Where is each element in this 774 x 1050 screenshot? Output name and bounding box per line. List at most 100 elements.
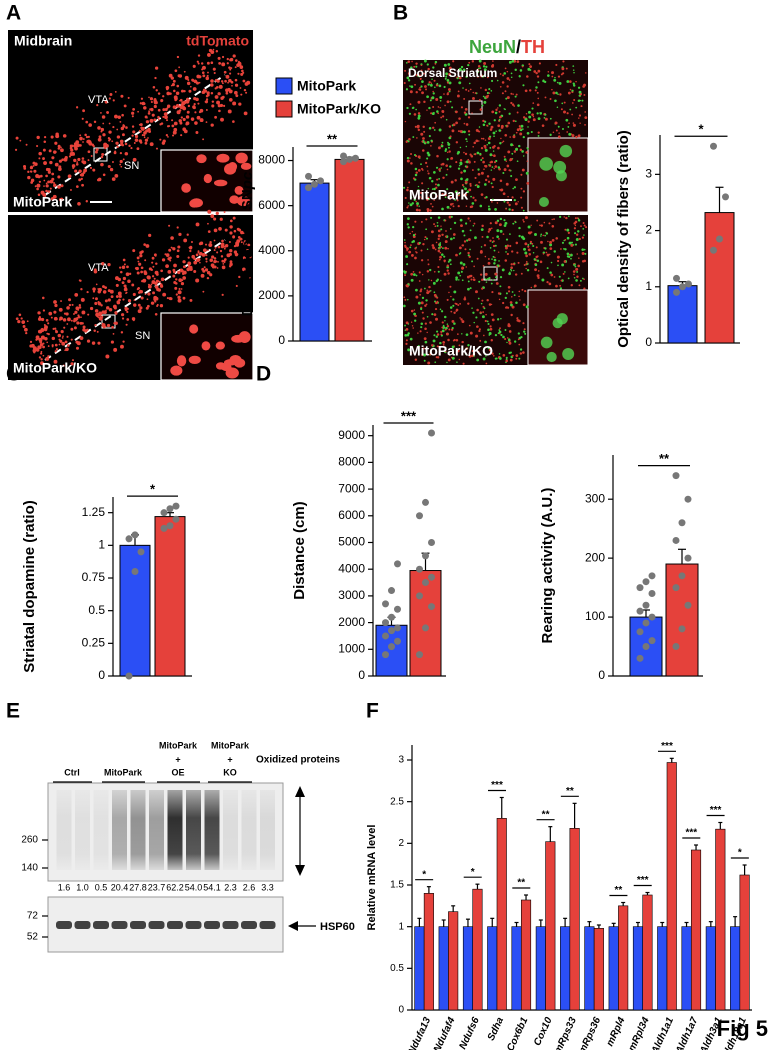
fiber — [478, 280, 481, 283]
cell — [195, 131, 199, 134]
fiber — [480, 87, 482, 89]
fiber — [447, 358, 451, 362]
fiber — [431, 96, 435, 100]
fiber — [498, 237, 500, 240]
cell — [53, 150, 57, 154]
fiber — [467, 158, 470, 161]
y-tick-label: 3 — [645, 167, 652, 181]
cell — [153, 118, 157, 122]
fiber — [537, 270, 540, 272]
cell — [192, 87, 197, 91]
oxidized-lane — [223, 790, 238, 870]
fiber — [433, 187, 436, 191]
fiber — [505, 125, 507, 127]
cell — [37, 329, 42, 334]
cell — [117, 115, 121, 120]
cell — [76, 321, 80, 325]
cell — [213, 257, 217, 260]
fiber — [428, 176, 432, 180]
fiber — [513, 186, 517, 189]
cell — [106, 306, 110, 310]
fiber — [458, 344, 461, 347]
cell — [122, 133, 125, 137]
fiber — [508, 290, 511, 293]
fiber — [553, 250, 556, 253]
cell — [53, 300, 57, 304]
fiber — [480, 302, 483, 305]
fiber — [420, 64, 423, 67]
fiber — [507, 338, 511, 341]
cell — [57, 175, 61, 179]
fiber — [442, 176, 445, 180]
fiber — [527, 120, 530, 123]
fiber — [460, 318, 463, 321]
fiber — [491, 318, 495, 322]
cell — [220, 242, 225, 247]
cell — [228, 89, 233, 94]
data-point — [716, 235, 723, 243]
neuron — [562, 347, 575, 360]
cell — [183, 129, 188, 134]
cell — [186, 81, 191, 86]
cell — [97, 290, 102, 294]
fiber — [434, 86, 436, 89]
fiber — [447, 260, 450, 263]
cell — [20, 317, 23, 320]
fiber — [417, 128, 421, 132]
fiber — [460, 177, 463, 181]
fiber — [440, 253, 444, 256]
cell — [143, 136, 146, 139]
data-point — [678, 519, 686, 527]
cell — [120, 331, 124, 334]
fiber — [440, 225, 442, 227]
data-point — [125, 535, 133, 543]
fiber — [454, 190, 458, 194]
fiber — [492, 354, 495, 357]
cell — [66, 323, 69, 325]
fiber — [419, 307, 423, 311]
cell — [176, 254, 180, 259]
cell — [170, 76, 174, 80]
fiber — [423, 130, 426, 133]
cell — [178, 66, 181, 69]
cell — [43, 161, 48, 165]
fiber — [428, 81, 431, 84]
cell — [155, 89, 158, 92]
fiber — [440, 228, 443, 231]
fiber — [433, 223, 436, 226]
fiber — [482, 305, 485, 308]
cell — [189, 249, 192, 253]
cell — [229, 231, 233, 235]
fiber — [442, 326, 446, 329]
bar — [423, 893, 434, 1011]
fiber — [410, 309, 414, 313]
cell — [246, 248, 249, 252]
fiber — [525, 171, 529, 175]
fiber — [494, 272, 498, 276]
fiber — [464, 296, 466, 299]
fiber — [521, 128, 524, 130]
fiber — [489, 327, 493, 331]
fiber — [479, 311, 482, 314]
cell — [37, 317, 42, 321]
fiber — [484, 272, 488, 276]
cell — [47, 355, 50, 358]
y-axis-label: Relative mRNA level — [366, 825, 378, 931]
fiber — [452, 304, 455, 307]
quantification: 2.3 — [224, 882, 237, 892]
cell — [241, 69, 244, 73]
fiber — [434, 248, 437, 251]
fiber — [476, 68, 479, 71]
fiber — [421, 296, 425, 300]
cell — [218, 84, 223, 89]
fiber — [484, 148, 488, 152]
fiber — [570, 284, 573, 287]
hsp60-band — [185, 921, 202, 929]
data-point — [672, 643, 680, 651]
fiber — [486, 235, 489, 239]
cell — [124, 286, 127, 289]
y-tick-label: 2.5 — [390, 796, 404, 807]
cell — [80, 316, 82, 319]
cell — [71, 303, 74, 306]
fiber — [458, 81, 462, 85]
